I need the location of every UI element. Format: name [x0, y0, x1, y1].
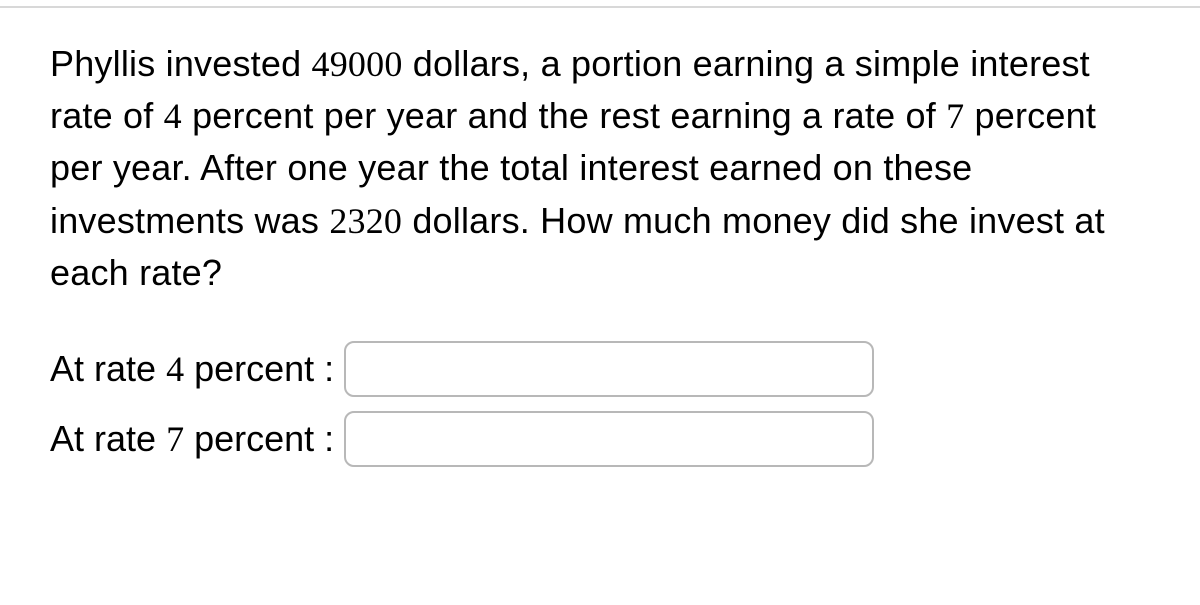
- label-seg: percent :: [184, 418, 334, 459]
- q-amount: 49000: [312, 44, 403, 84]
- q-seg: percent per year and the rest earning a …: [182, 95, 946, 136]
- answer-input-rate-7[interactable]: [344, 411, 874, 467]
- answer-label-rate-7: At rate 7 percent :: [50, 418, 334, 460]
- question-page: Phyllis invested 49000 dollars, a portio…: [0, 6, 1200, 501]
- answer-input-rate-4[interactable]: [344, 341, 874, 397]
- label-seg: At rate: [50, 418, 166, 459]
- label-num: 4: [166, 349, 184, 389]
- label-seg: At rate: [50, 348, 166, 389]
- answer-row-rate-7: At rate 7 percent :: [50, 411, 1150, 467]
- q-rate1: 4: [164, 96, 182, 136]
- answer-label-rate-4: At rate 4 percent :: [50, 348, 334, 390]
- answer-row-rate-4: At rate 4 percent :: [50, 341, 1150, 397]
- label-num: 7: [166, 419, 184, 459]
- label-seg: percent :: [184, 348, 334, 389]
- q-seg: Phyllis invested: [50, 43, 312, 84]
- q-interest: 2320: [329, 201, 402, 241]
- question-text: Phyllis invested 49000 dollars, a portio…: [50, 38, 1150, 299]
- q-rate2: 7: [946, 96, 964, 136]
